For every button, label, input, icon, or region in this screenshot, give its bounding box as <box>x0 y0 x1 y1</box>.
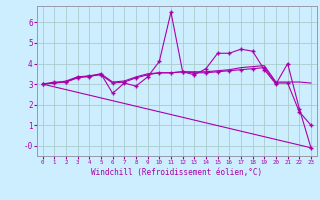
X-axis label: Windchill (Refroidissement éolien,°C): Windchill (Refroidissement éolien,°C) <box>91 168 262 177</box>
